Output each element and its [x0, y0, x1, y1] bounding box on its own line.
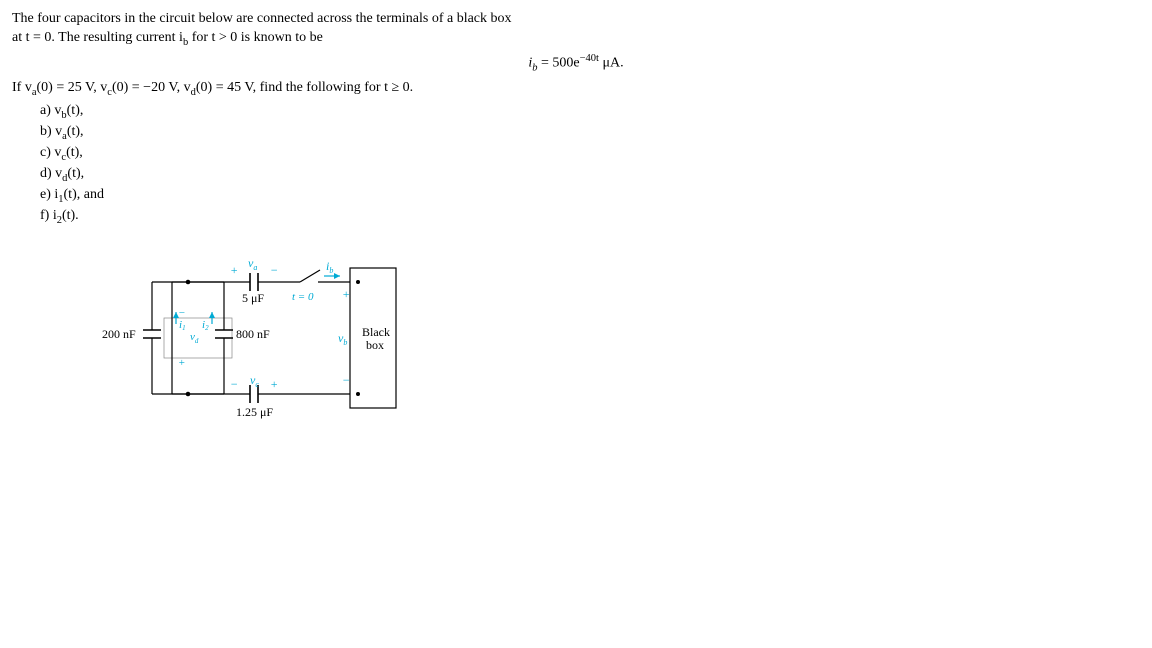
text: (0) = 25 V, v [37, 80, 108, 95]
polarity-minus: − [178, 307, 185, 319]
text: (t), and [64, 187, 104, 202]
polarity-plus: + [270, 377, 278, 391]
text: for t > 0 is known to be [188, 30, 323, 45]
text: (t), [67, 166, 84, 181]
va-label: va [248, 256, 257, 272]
polarity-plus: + [230, 263, 238, 277]
text: μA. [599, 56, 624, 71]
t0-label: t = 0 [292, 291, 314, 303]
polarity-plus: + [342, 287, 350, 301]
circuit-svg: Black box 5 μF + − va ib t = 0 + − vb 20… [102, 246, 402, 426]
box-label: box [366, 338, 384, 352]
problem-statement: The four capacitors in the circuit below… [12, 10, 1140, 100]
equation: ib = 500e−40t μA. [12, 52, 1140, 76]
problem-line1: The four capacitors in the circuit below… [12, 10, 1140, 29]
polarity-minus: − [270, 263, 278, 277]
arrowhead-icon [209, 312, 215, 318]
cap-mid-label: 800 nF [236, 327, 270, 341]
text: d) v [40, 166, 62, 181]
list-item: c) vc(t), [40, 144, 1140, 165]
list-item: b) va(t), [40, 123, 1140, 144]
cap-top-label: 5 μF [242, 291, 264, 305]
text: If v [12, 80, 32, 95]
arrowhead-icon [334, 273, 340, 279]
list-item: f) i2(t). [40, 207, 1140, 228]
vd-label: vd [190, 331, 199, 345]
polarity-minus: − [230, 377, 238, 391]
problem-line2: at t = 0. The resulting current ib for t… [12, 29, 1140, 50]
text: f) i [40, 208, 57, 223]
text: c) v [40, 145, 61, 160]
polarity-plus: + [178, 357, 185, 369]
text: b) v [40, 124, 62, 139]
text: (0) = −20 V, v [112, 80, 191, 95]
text: The four capacitors in the circuit below… [12, 11, 512, 26]
circuit-figure: Black box 5 μF + − va ib t = 0 + − vb 20… [102, 246, 402, 426]
text: (t), [67, 103, 84, 118]
i1-label: i1 [179, 319, 186, 332]
text: a) v [40, 103, 61, 118]
text: = 500e [538, 56, 580, 71]
text: (t), [66, 145, 83, 160]
terminal-dot [356, 392, 360, 396]
ib-label: ib [326, 259, 333, 275]
switch-arm [300, 270, 320, 282]
terminal-dot [356, 280, 360, 284]
conditions-line: If va(0) = 25 V, vc(0) = −20 V, vd(0) = … [12, 79, 1140, 100]
list-item: d) vd(t), [40, 165, 1140, 186]
polarity-minus: − [342, 373, 350, 387]
text: −40t [580, 53, 599, 64]
list-item: e) i1(t), and [40, 186, 1140, 207]
i2-label: i2 [202, 319, 209, 332]
vb-label: vb [338, 331, 347, 347]
parts-list: a) vb(t), b) va(t), c) vc(t), d) vd(t), … [40, 102, 1140, 228]
text: e) i [40, 187, 58, 202]
text: (0) = 45 V, find the following for t ≥ 0… [196, 80, 413, 95]
box-label: Black [362, 325, 390, 339]
text: (t), [67, 124, 84, 139]
cap-left-label: 200 nF [102, 327, 136, 341]
list-item: a) vb(t), [40, 102, 1140, 123]
text: (t). [62, 208, 79, 223]
cap-bot-label: 1.25 μF [236, 405, 273, 419]
text: at t = 0. The resulting current i [12, 30, 183, 45]
vc-label: vc [250, 373, 259, 389]
